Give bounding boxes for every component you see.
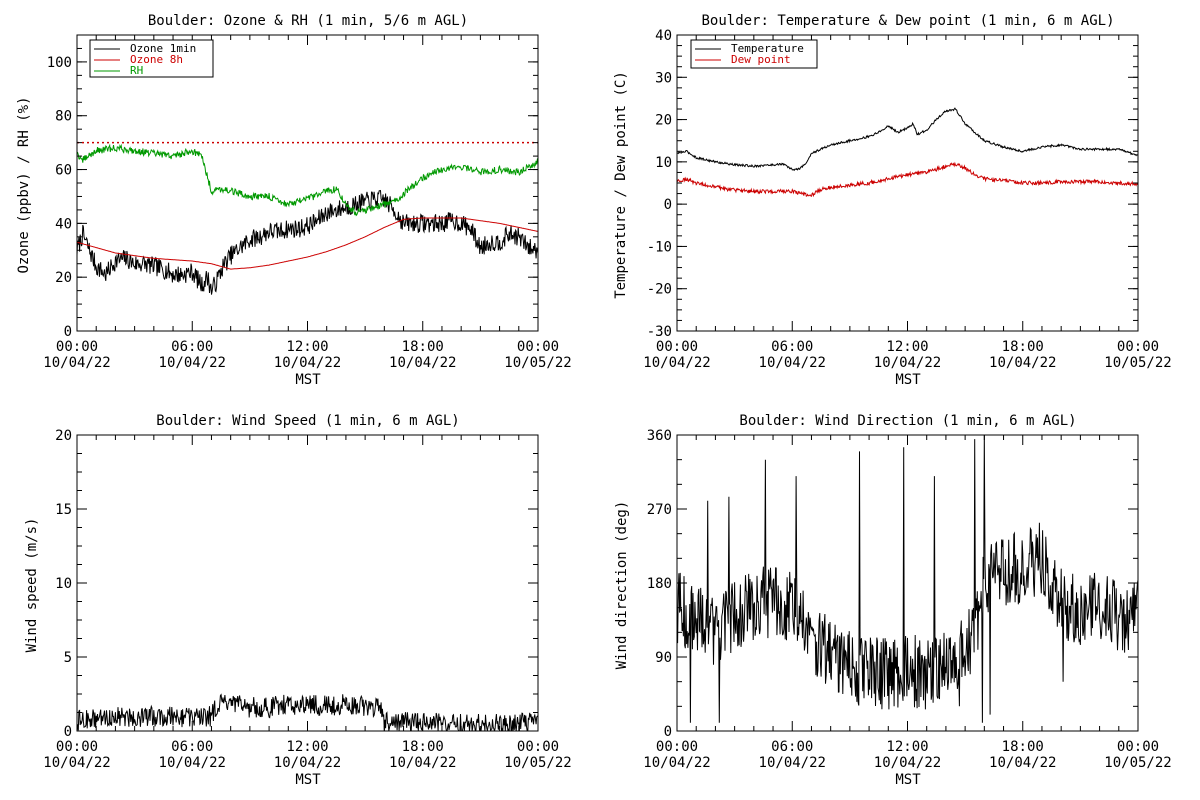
chart-title: Boulder: Wind Direction (1 min, 6 m AGL) — [739, 413, 1076, 429]
x-tick-label: 06:00 — [171, 339, 213, 355]
x-tick-date-label: 10/04/22 — [874, 355, 941, 371]
x-tick-label: 00:00 — [656, 339, 698, 355]
y-tick-label: 60 — [55, 163, 72, 179]
y-tick-label: 20 — [55, 428, 72, 444]
legend-box — [690, 39, 818, 69]
y-tick-label: 40 — [55, 216, 72, 232]
dew-point-series-line — [677, 161, 1138, 198]
legend-label: Ozone 1min — [130, 42, 196, 55]
x-tick-date-label: 10/04/22 — [643, 355, 710, 371]
y-tick-label: 10 — [55, 576, 72, 592]
x-tick-date-label: 10/04/22 — [874, 755, 941, 771]
x-axis-label: MST — [895, 772, 921, 788]
x-axis-label: MST — [295, 372, 321, 388]
x-tick-date-label: 10/04/22 — [759, 355, 826, 371]
y-tick-label: 0 — [64, 724, 72, 740]
x-tick-label: 18:00 — [402, 339, 444, 355]
y-tick-label: 10 — [655, 155, 672, 171]
rh-series-line — [77, 143, 538, 217]
chart-title: Boulder: Ozone & RH (1 min, 5/6 m AGL) — [148, 13, 468, 29]
y-tick-label: 30 — [655, 70, 672, 86]
y-tick-label: -10 — [647, 239, 672, 255]
temperature-series-line — [677, 107, 1138, 172]
x-tick-label: 06:00 — [771, 739, 813, 755]
x-axis-label: MST — [295, 772, 321, 788]
x-tick-label: 00:00 — [56, 339, 98, 355]
y-tick-label: 270 — [647, 502, 672, 518]
y-tick-label: 360 — [647, 428, 672, 444]
x-tick-date-label: 10/04/22 — [389, 355, 456, 371]
wind-speed-panel: Boulder: Wind Speed (1 min, 6 m AGL) Win… — [24, 413, 572, 788]
legend-label: RH — [130, 64, 143, 77]
y-tick-label: -30 — [647, 324, 672, 340]
x-tick-label: 12:00 — [886, 739, 928, 755]
legend-label: Dew point — [731, 53, 791, 66]
x-tick-label: 00:00 — [1117, 339, 1159, 355]
legend-label: Ozone 8h — [130, 53, 183, 66]
y-tick-label: 5 — [64, 650, 72, 666]
y-axis-label: Wind speed (m/s) — [24, 518, 40, 653]
x-tick-label: 00:00 — [56, 739, 98, 755]
y-axis-label: Ozone (ppbv) / RH (%) — [16, 96, 32, 273]
x-tick-date-label: 10/04/22 — [43, 355, 110, 371]
x-tick-label: 06:00 — [171, 739, 213, 755]
y-tick-label: 0 — [664, 724, 672, 740]
ozone-rh-panel: Boulder: Ozone & RH (1 min, 5/6 m AGL) O… — [16, 13, 572, 388]
data-series-line — [77, 693, 538, 731]
legend: Ozone 1min Ozone 8h RH — [89, 39, 214, 78]
y-tick-label: 0 — [664, 197, 672, 213]
x-tick-label: 12:00 — [286, 739, 328, 755]
chart-title: Boulder: Temperature & Dew point (1 min,… — [701, 13, 1114, 29]
x-tick-label: 18:00 — [1002, 739, 1044, 755]
y-tick-label: 180 — [647, 576, 672, 592]
legend: Temperature Dew point — [690, 39, 818, 69]
x-axis-label: MST — [895, 372, 921, 388]
x-tick-date-label: 10/04/22 — [643, 755, 710, 771]
x-tick-label: 06:00 — [771, 339, 813, 355]
y-tick-label: 20 — [55, 270, 72, 286]
x-tick-label: 00:00 — [517, 739, 559, 755]
x-tick-label: 12:00 — [286, 339, 328, 355]
x-tick-label: 00:00 — [1117, 739, 1159, 755]
x-tick-date-label: 10/04/22 — [159, 755, 226, 771]
data-series-line — [677, 435, 1138, 723]
chart-title: Boulder: Wind Speed (1 min, 6 m AGL) — [156, 413, 459, 429]
x-tick-date-label: 10/04/22 — [389, 755, 456, 771]
x-tick-date-label: 10/05/22 — [1104, 355, 1171, 371]
y-tick-label: 20 — [655, 113, 672, 129]
x-tick-date-label: 10/04/22 — [989, 355, 1056, 371]
x-tick-date-label: 10/04/22 — [159, 355, 226, 371]
y-tick-label: 90 — [655, 650, 672, 666]
x-tick-date-label: 10/04/22 — [274, 755, 341, 771]
x-tick-label: 12:00 — [886, 339, 928, 355]
y-axis-label: Wind direction (deg) — [614, 501, 630, 670]
x-tick-label: 00:00 — [517, 339, 559, 355]
wind-direction-panel: Boulder: Wind Direction (1 min, 6 m AGL)… — [614, 413, 1172, 788]
y-tick-label: 80 — [55, 109, 72, 125]
x-tick-date-label: 10/04/22 — [274, 355, 341, 371]
legend-label: Temperature — [731, 42, 804, 55]
ozone-1min-series-line — [77, 189, 538, 295]
y-tick-label: 0 — [64, 324, 72, 340]
x-tick-label: 18:00 — [402, 739, 444, 755]
x-tick-date-label: 10/04/22 — [759, 755, 826, 771]
x-tick-date-label: 10/05/22 — [1104, 755, 1171, 771]
x-tick-date-label: 10/05/22 — [504, 355, 571, 371]
ozone-8h-series-line — [77, 217, 538, 270]
x-tick-date-label: 10/05/22 — [504, 755, 571, 771]
y-axis-label: Temperature / Dew point (C) — [613, 71, 629, 299]
x-tick-label: 18:00 — [1002, 339, 1044, 355]
x-tick-label: 00:00 — [656, 739, 698, 755]
y-tick-label: 15 — [55, 502, 72, 518]
x-tick-date-label: 10/04/22 — [43, 755, 110, 771]
y-tick-label: -20 — [647, 282, 672, 298]
temperature-dewpoint-panel: Boulder: Temperature & Dew point (1 min,… — [613, 13, 1172, 388]
y-tick-label: 100 — [47, 55, 72, 71]
y-tick-label: 40 — [655, 28, 672, 44]
x-tick-date-label: 10/04/22 — [989, 755, 1056, 771]
